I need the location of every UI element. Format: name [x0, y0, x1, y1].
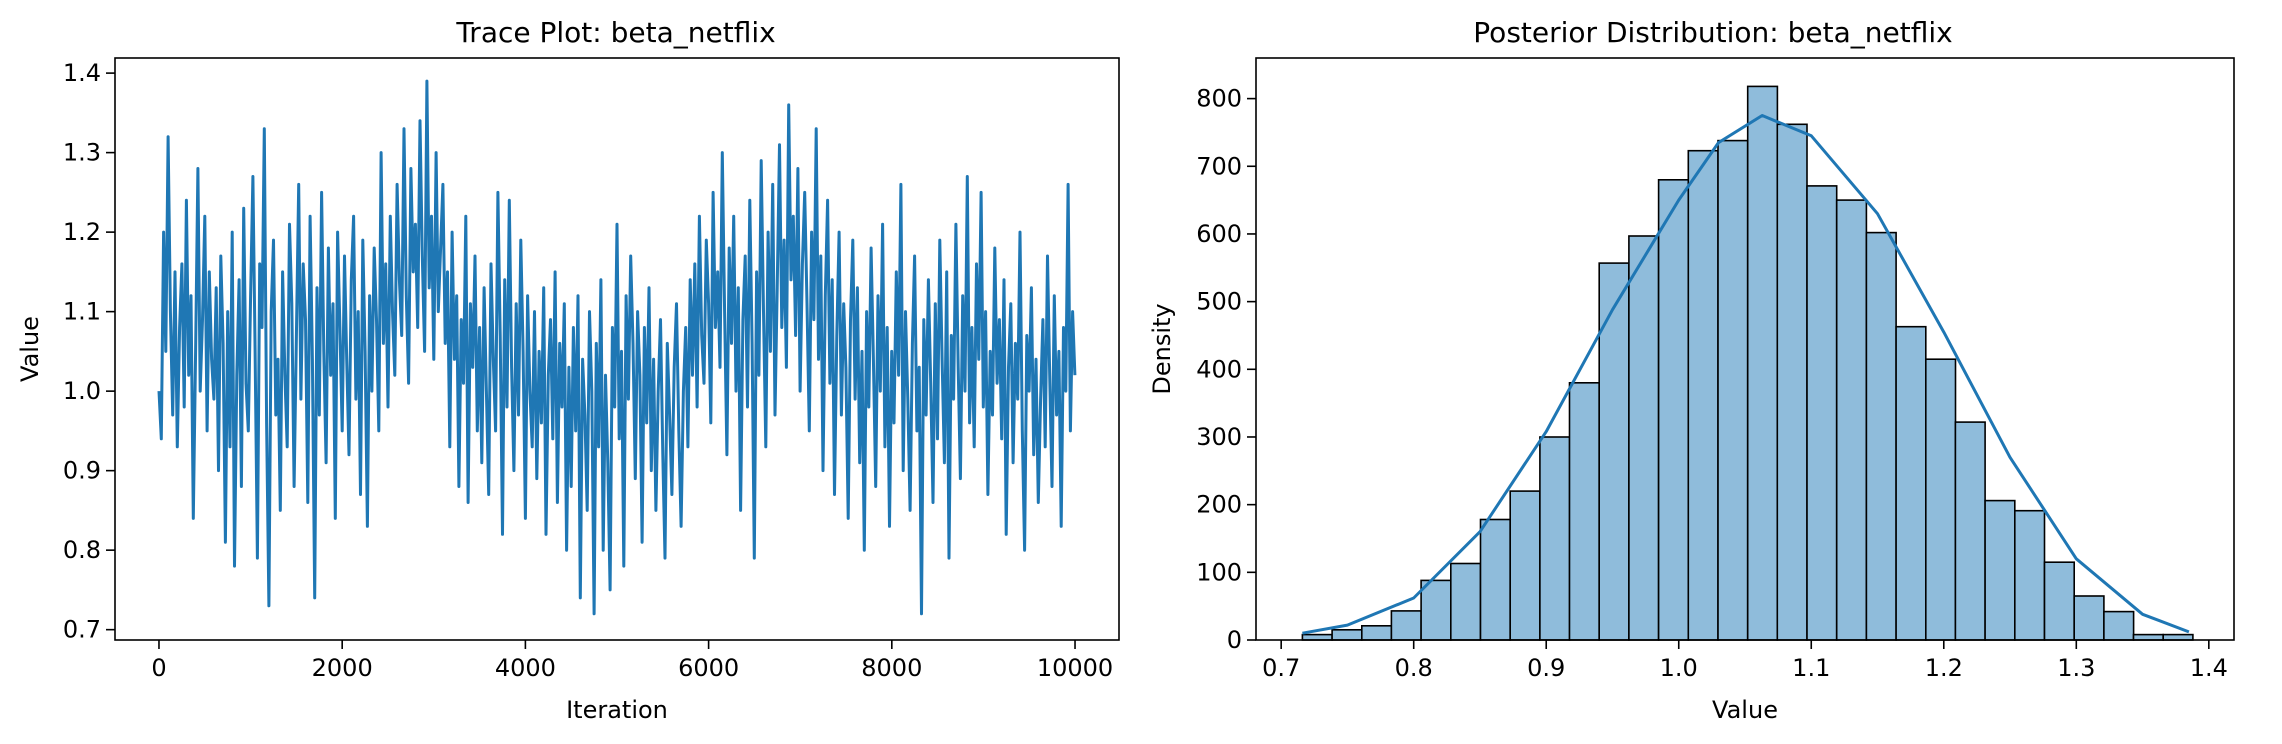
histogram-y-tick-label: 0: [1227, 626, 1242, 654]
histogram-bar: [2043, 561, 2076, 641]
histogram-bar: [1984, 499, 2016, 641]
histogram-x-tick-label: 1.2: [1925, 654, 1963, 682]
posterior-histogram-panel: Posterior Distribution: beta_netflix 0 10…: [1148, 16, 2235, 724]
histogram-bar: [1420, 579, 1452, 641]
histogram-bar: [2162, 633, 2194, 641]
histogram-bar: [1361, 624, 1393, 641]
histogram-y-tick-label: 200: [1196, 491, 1242, 519]
trace-y-tick-label: 0.7: [63, 616, 101, 644]
histogram-bar: [1301, 633, 1333, 641]
histogram-bar: [1479, 518, 1512, 641]
trace-plot-panel: Trace Plot: beta_netflix 0.7 0.8 0.9 1.0 1.1…: [16, 16, 1120, 724]
histogram-bar: [1895, 325, 1927, 641]
histogram-bar: [1835, 199, 1868, 641]
trace-y-tick-label: 0.8: [63, 536, 101, 564]
histogram-bar: [1954, 421, 1986, 641]
histogram-x-tick-label: 0.9: [1527, 654, 1565, 682]
histogram-bar: [1598, 262, 1630, 641]
histogram-bar: [1806, 185, 1838, 641]
histogram-y-tick-label: 600: [1196, 220, 1242, 248]
trace-axes-frame: [114, 57, 1120, 641]
histogram-y-ticks: 0 100 200 300 400 500 600 700 800: [1196, 85, 1256, 654]
histogram-y-tick-label: 100: [1196, 558, 1242, 586]
trace-x-tick-label: 4000: [495, 654, 556, 682]
histogram-bar: [1657, 179, 1690, 641]
histogram-bar: [1628, 235, 1660, 641]
histogram-bar: [1687, 149, 1719, 641]
histogram-y-tick-label: 800: [1196, 85, 1242, 113]
histogram-x-tick-label: 0.8: [1395, 654, 1433, 682]
trace-y-ticks: 0.7 0.8 0.9 1.0 1.1 1.2 1.3 1.4: [63, 59, 115, 644]
histogram-bar: [1509, 490, 1541, 641]
histogram-bar: [2073, 595, 2105, 641]
kde-curve: [1302, 114, 2190, 635]
histogram-x-tick-label: 1.4: [2190, 654, 2228, 682]
trace-x-tick-label: 0: [151, 654, 166, 682]
histogram-y-tick-label: 300: [1196, 423, 1242, 451]
histogram-bar: [1539, 436, 1571, 641]
trace-x-axis-label: Iteration: [566, 696, 668, 724]
trace-x-tick-label: 2000: [312, 654, 373, 682]
histogram-x-tick-label: 1.0: [1660, 654, 1698, 682]
trace-y-tick-label: 1.2: [63, 218, 101, 246]
histogram-x-tick-label: 1.3: [2057, 654, 2095, 682]
trace-x-ticks: 0 2000 4000 6000 8000 10000: [151, 640, 1113, 682]
histogram-y-tick-label: 400: [1196, 355, 1242, 383]
histogram-bar: [1568, 381, 1601, 641]
histogram-bar: [2132, 633, 2165, 641]
histogram-axes-frame: [1255, 57, 2235, 641]
trace-x-tick-label: 8000: [861, 654, 922, 682]
histogram-bar: [1746, 85, 1779, 641]
trace-x-tick-label: 6000: [678, 654, 739, 682]
trace-x-tick-label: 10000: [1037, 654, 1113, 682]
histogram-y-axis-label: Density: [1148, 303, 1176, 394]
histogram-x-tick-label: 0.7: [1262, 654, 1300, 682]
trace-y-tick-label: 1.0: [63, 377, 101, 405]
histogram-bar: [1450, 562, 1482, 641]
histogram-bar: [2103, 610, 2135, 641]
histogram-x-axis-label: Value: [1712, 696, 1778, 724]
trace-y-tick-label: 1.1: [63, 298, 101, 326]
histogram-bar: [2014, 509, 2046, 641]
histogram-bar: [1717, 139, 1749, 641]
histogram-y-tick-label: 700: [1196, 152, 1242, 180]
histogram-bar: [1925, 358, 1957, 641]
histogram-title: Posterior Distribution: beta_netflix: [1473, 16, 1952, 49]
histogram-bar: [1331, 628, 1363, 641]
histogram-bar: [1865, 231, 1897, 641]
trace-y-tick-label: 1.4: [63, 59, 101, 87]
trace-plot-title: Trace Plot: beta_netflix: [455, 16, 775, 49]
trace-y-tick-label: 0.9: [63, 457, 101, 485]
trace-y-tick-label: 1.3: [63, 139, 101, 167]
trace-y-axis-label: Value: [16, 316, 44, 382]
histogram-y-tick-label: 500: [1196, 288, 1242, 316]
trace-series-line: [157, 79, 1077, 616]
histogram-x-tick-label: 1.1: [1792, 654, 1830, 682]
histogram-bars: [1301, 85, 2194, 641]
histogram-bar: [1776, 123, 1808, 641]
histogram-bar: [1390, 610, 1422, 641]
histogram-x-ticks: 0.7 0.8 0.9 1.0 1.1 1.2 1.3 1.4: [1262, 640, 2228, 682]
